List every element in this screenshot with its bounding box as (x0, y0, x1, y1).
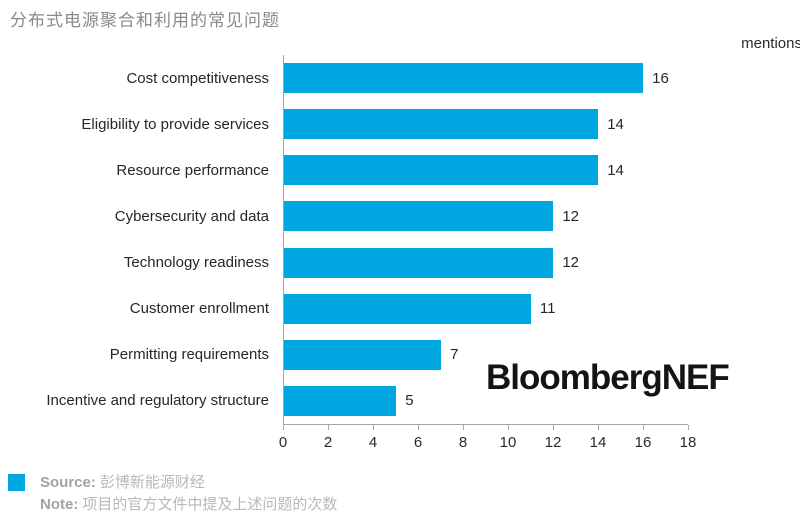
plot-area: Cost competitiveness 16 Eligibility to pro… (46, 55, 688, 425)
bar (284, 293, 531, 324)
tick-label: 18 (679, 434, 697, 451)
category-label: Technology readiness (123, 254, 269, 272)
bar-row: Customer enrollment 11 (130, 286, 688, 332)
bar (284, 155, 599, 186)
tick-mark (598, 425, 599, 430)
tick-mark (643, 425, 644, 430)
tick-mark (328, 425, 329, 430)
tick-label: 0 (278, 434, 288, 451)
tick-mark (283, 425, 284, 430)
bar (284, 63, 644, 94)
bar-row: Cybersecurity and data 12 (115, 193, 688, 239)
bar-row: Permitting requirements 7 (110, 332, 688, 378)
category-label: Incentive and regulatory structure (46, 392, 269, 410)
tick-label: 16 (634, 434, 652, 451)
value-label: 7 (450, 346, 459, 364)
tick-label: 4 (368, 434, 378, 451)
category-label: Resource performance (116, 161, 269, 179)
tick-mark (373, 425, 374, 430)
tick-label: 6 (413, 434, 423, 451)
x-axis-ticks: 0 2 4 6 8 10 12 14 16 18 (279, 425, 696, 457)
tick-mark (552, 425, 554, 430)
footer: Source: 彭博新能源财经 Note: 项目的官方文件中提及上述问题的次数 (8, 472, 337, 516)
bar-row: Eligibility to provide services 14 (81, 101, 688, 147)
legend-square-icon (8, 474, 25, 491)
bar (284, 109, 599, 140)
bar (284, 339, 442, 370)
bar-row: Technology readiness 12 (124, 240, 688, 286)
axis-unit-label: mentions (741, 35, 800, 52)
value-label: 12 (562, 254, 580, 272)
bar-row: Cost competitiveness 16 (126, 55, 688, 101)
watermark-bloombergnef: BloombergNEF (486, 358, 730, 397)
bar-row: Incentive and regulatory structure 5 (46, 378, 688, 424)
value-label: 12 (562, 207, 580, 225)
source-line: Source: 彭博新能源财经 (40, 472, 337, 494)
category-label: Cybersecurity and data (114, 207, 269, 225)
tick-label: 2 (323, 434, 333, 451)
tick-mark (463, 425, 464, 430)
tick-label: 14 (589, 434, 607, 451)
value-label: 14 (607, 115, 624, 133)
bar (284, 201, 554, 232)
source-label: Source: (40, 474, 96, 491)
bar-row: Resource performance 14 (116, 147, 688, 193)
category-label: Permitting requirements (109, 346, 269, 364)
bar (284, 247, 554, 278)
value-label: 16 (652, 69, 669, 87)
tick-label: 8 (458, 434, 468, 451)
value-label: 5 (405, 392, 414, 410)
bar (284, 385, 397, 416)
tick-mark (508, 425, 509, 430)
category-label: Customer enrollment (129, 300, 269, 318)
note-line: Note: 项目的官方文件中提及上述问题的次数 (40, 494, 337, 516)
category-label: Eligibility to provide services (81, 115, 269, 133)
value-label: 14 (607, 161, 624, 179)
note-label: Note: (40, 496, 79, 513)
value-label: 11 (539, 300, 556, 318)
tick-label: 10 (499, 434, 517, 451)
tick-label: 12 (544, 434, 562, 451)
tick-mark (688, 425, 689, 430)
note-text: 项目的官方文件中提及上述问题的次数 (82, 496, 338, 513)
tick-mark (417, 425, 419, 430)
source-text: 彭博新能源财经 (99, 474, 205, 491)
chart-title: 分布式电源聚合和利用的常见问题 (10, 11, 280, 30)
category-label: Cost competitiveness (126, 69, 269, 87)
